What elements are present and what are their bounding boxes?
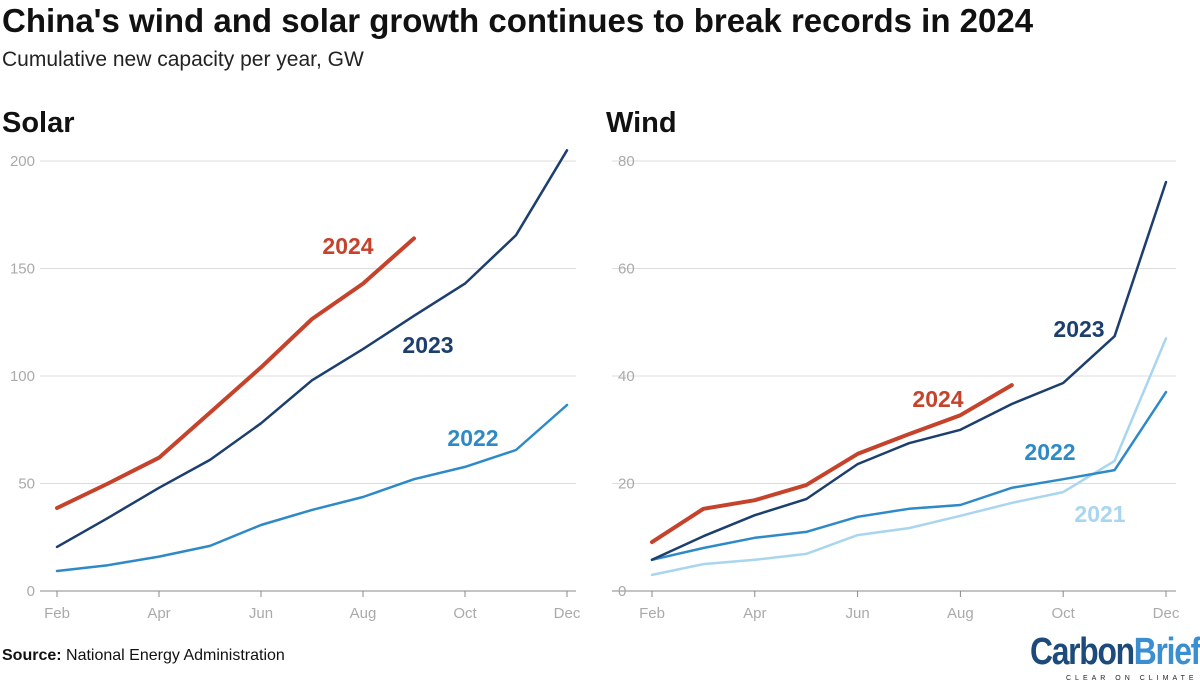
- logo-tagline: CLEAR ON CLIMATE: [1066, 675, 1198, 682]
- series-label-2022: 2022: [447, 425, 498, 451]
- series-label-2021: 2021: [1074, 501, 1125, 527]
- x-tick-label: Feb: [44, 605, 70, 622]
- source-label: Source:: [2, 647, 62, 664]
- x-tick-label: Oct: [453, 605, 477, 622]
- y-tick-label: 20: [618, 476, 635, 493]
- logo-part1: Carbon: [1030, 631, 1134, 673]
- series-line-2024: [650, 383, 1014, 545]
- x-tick-label: Aug: [350, 605, 377, 622]
- y-tick-label: 200: [10, 153, 35, 170]
- y-tick-label: 150: [10, 261, 35, 278]
- y-tick-label: 0: [618, 583, 626, 600]
- solar-panel-title: Solar: [2, 107, 75, 139]
- x-tick-label: Dec: [554, 605, 581, 622]
- x-tick-label: Dec: [1153, 605, 1180, 622]
- series-label-2023: 2023: [1053, 316, 1104, 342]
- y-tick-label: 60: [618, 261, 635, 278]
- carbonbrief-logo: CarbonBrief CLEAR ON CLIMATE: [1030, 631, 1200, 682]
- series-line-2023: [55, 149, 569, 549]
- y-tick-label: 40: [618, 368, 635, 385]
- logo-part2: Brief: [1134, 631, 1200, 673]
- y-tick-label: 80: [618, 153, 635, 170]
- series-line-2024: [55, 236, 416, 510]
- y-tick-label: 0: [27, 583, 35, 600]
- x-tick-label: Jun: [249, 605, 273, 622]
- source-text: National Energy Administration: [66, 647, 285, 664]
- x-tick-label: Feb: [639, 605, 665, 622]
- chart-title: China's wind and solar growth continues …: [2, 2, 1034, 39]
- series-line-2022: [650, 390, 1168, 562]
- series-label-2024: 2024: [322, 233, 373, 259]
- x-tick-label: Apr: [743, 605, 766, 622]
- solar-plot: 0 50 100 150 200 Feb Apr Jun Aug Oct Dec 2022 2023 20…: [10, 149, 581, 622]
- x-tick-label: Apr: [147, 605, 170, 622]
- y-tick-label: 100: [10, 368, 35, 385]
- wind-panel-title: Wind: [606, 107, 677, 139]
- series-label-2022: 2022: [1024, 439, 1075, 465]
- series-line-2022: [55, 403, 569, 573]
- x-tick-label: Jun: [846, 605, 870, 622]
- source-note: Source: National Energy Administration: [2, 647, 285, 664]
- series-line-2021: [650, 337, 1168, 577]
- x-tick-label: Aug: [947, 605, 974, 622]
- series-line-2023: [650, 180, 1168, 562]
- logo-text: CarbonBrief: [1030, 631, 1200, 673]
- wind-plot: 0 20 40 60 80 Feb Apr Jun Aug Oct Dec 2021 2022 2023 2…: [612, 153, 1180, 622]
- x-tick-label: Oct: [1052, 605, 1076, 622]
- chart-subtitle: Cumulative new capacity per year, GW: [2, 48, 364, 71]
- y-tick-label: 50: [18, 476, 35, 493]
- series-label-2024: 2024: [912, 386, 963, 412]
- series-label-2023: 2023: [402, 332, 453, 358]
